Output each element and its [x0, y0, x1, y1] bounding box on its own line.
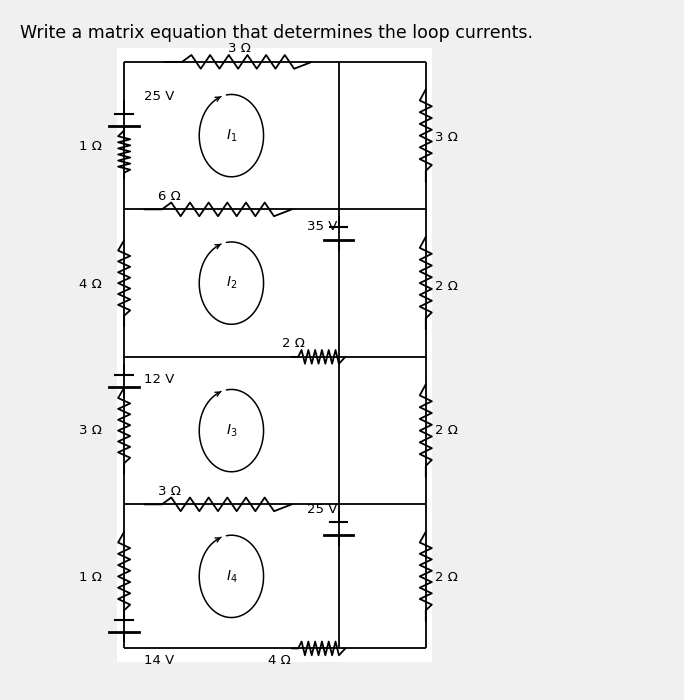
Text: 12 V: 12 V: [144, 372, 174, 386]
Text: 25 V: 25 V: [307, 503, 337, 516]
Text: 2 Ω: 2 Ω: [434, 570, 458, 584]
Text: 3 Ω: 3 Ω: [79, 424, 102, 438]
Text: 3 Ω: 3 Ω: [434, 131, 458, 144]
Text: 1 Ω: 1 Ω: [79, 141, 102, 153]
Text: 1 Ω: 1 Ω: [79, 570, 102, 584]
Text: 4 Ω: 4 Ω: [268, 654, 291, 667]
Bar: [118, 48, 432, 662]
Text: $I_1$: $I_1$: [226, 127, 237, 144]
Text: 14 V: 14 V: [144, 654, 174, 667]
Text: $I_2$: $I_2$: [226, 275, 237, 291]
Text: $I_3$: $I_3$: [226, 422, 237, 439]
Text: 3 Ω: 3 Ω: [228, 42, 251, 55]
Text: 2 Ω: 2 Ω: [434, 280, 458, 293]
Text: 2 Ω: 2 Ω: [282, 337, 304, 350]
Text: 3 Ω: 3 Ω: [157, 485, 181, 498]
Text: 2 Ω: 2 Ω: [434, 424, 458, 438]
Text: $I_4$: $I_4$: [226, 568, 237, 584]
Text: 4 Ω: 4 Ω: [79, 278, 102, 290]
Text: Write a matrix equation that determines the loop currents.: Write a matrix equation that determines …: [21, 24, 534, 42]
Text: 6 Ω: 6 Ω: [157, 190, 181, 203]
Text: 25 V: 25 V: [144, 90, 174, 103]
Text: 35 V: 35 V: [307, 220, 337, 233]
